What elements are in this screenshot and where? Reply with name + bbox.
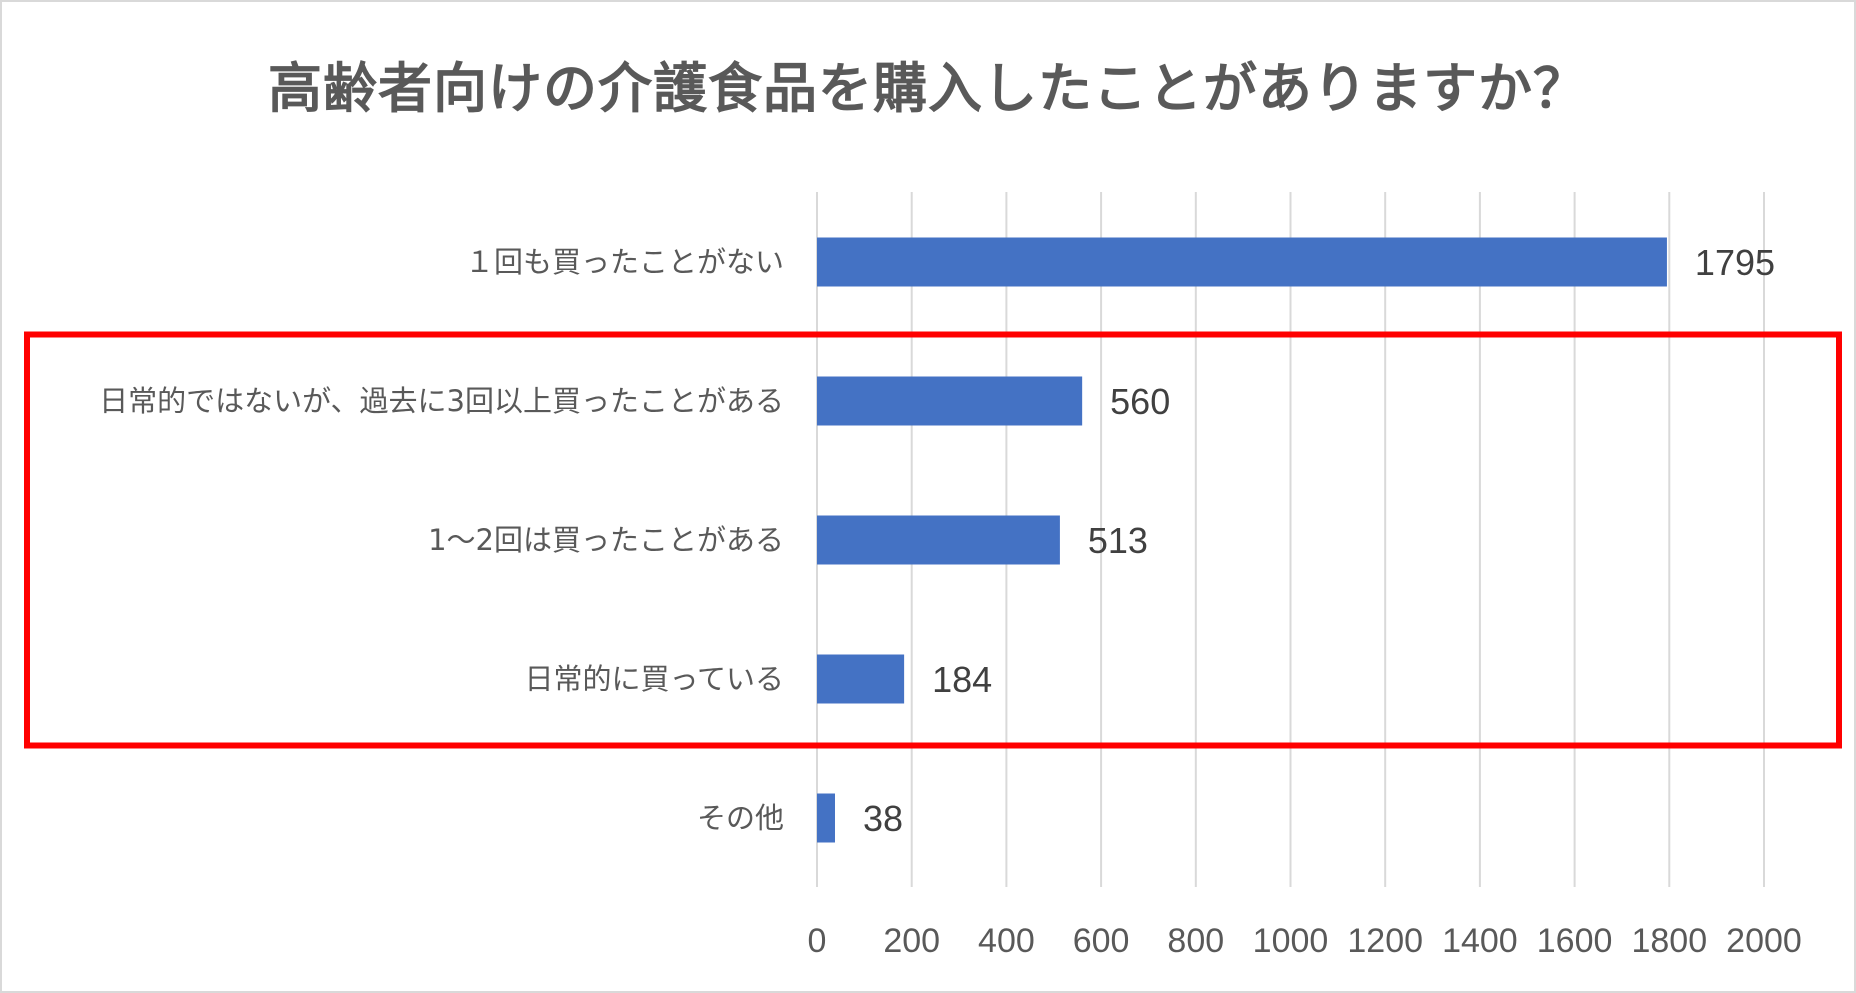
chart-title: 高齢者向けの介護食品を購入したことがありますか？	[268, 57, 1588, 120]
x-tick-label: 400	[978, 922, 1035, 960]
category-label: 1〜2回は買ったことがある	[428, 523, 784, 557]
x-tick-label: 1600	[1537, 922, 1613, 960]
bar	[817, 654, 905, 704]
category-label: 日常的に買っている	[524, 662, 784, 696]
bar	[817, 515, 1060, 565]
x-tick-label: 1200	[1347, 922, 1423, 960]
data-label: 184	[932, 659, 992, 700]
category-label: 日常的ではないが、過去に3回以上買ったことがある	[99, 384, 784, 418]
data-labels: 1795 560 513 184 38	[863, 242, 1775, 839]
category-label: その他	[697, 801, 784, 835]
x-tick-label: 600	[1073, 922, 1130, 960]
data-label: 560	[1110, 381, 1170, 422]
data-label: 1795	[1695, 242, 1775, 283]
x-tick-label: 1400	[1442, 922, 1518, 960]
bar	[817, 237, 1667, 287]
category-label: １回も買ったことがない	[465, 245, 784, 279]
x-tick-label: 0	[808, 922, 827, 960]
bar	[817, 376, 1083, 426]
data-label: 38	[863, 798, 903, 839]
x-tick-label: 800	[1167, 922, 1224, 960]
bars	[817, 237, 1667, 843]
bar	[817, 793, 835, 843]
x-tick-label: 1800	[1631, 922, 1707, 960]
x-tick-label: 1000	[1253, 922, 1329, 960]
data-label: 513	[1088, 520, 1148, 561]
x-axis-tick-labels: 0 200 400 600 800 1000 1200 1400 1600 1800 2000	[808, 922, 1802, 960]
highlight-box	[24, 331, 1842, 749]
highlight-rectangle	[24, 331, 1842, 749]
x-tick-label: 200	[883, 922, 940, 960]
x-tick-label: 2000	[1726, 922, 1802, 960]
